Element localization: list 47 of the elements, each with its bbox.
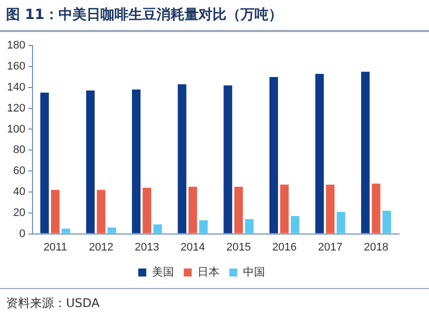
bar [245,219,254,234]
bar [336,212,346,234]
y-tick-label: 40 [13,186,26,198]
y-tick-label: 140 [6,81,26,94]
bar [153,224,162,234]
x-tick-label: 2014 [180,241,206,254]
x-tick-label: 2013 [134,241,160,254]
bar [315,74,324,234]
legend-label: 日本 [197,265,220,278]
y-tick-label: 0 [19,228,26,240]
legend-label: 美国 [152,265,174,278]
chart-title: 图 11：中美日咖啡生豆消耗量对比（万吨） [0,0,429,32]
bar [199,220,208,234]
x-tick-label: 2018 [364,241,388,254]
bar [50,190,60,234]
y-tick-label: 60 [13,165,26,178]
y-tick-label: 160 [6,60,26,73]
bar [290,216,300,234]
bar [96,190,106,234]
x-tick-label: 2015 [226,241,251,254]
bar [108,228,116,234]
bar [280,184,289,234]
y-tick-label: 100 [6,123,26,136]
bar [361,72,370,234]
bar [142,188,152,234]
bar [382,210,392,234]
bar [188,186,198,234]
bar [86,90,95,234]
bar [40,92,49,234]
bar [326,184,335,234]
bar [178,84,186,234]
bar [132,90,141,234]
bar [269,76,278,234]
bar [372,184,380,234]
x-tick-label: 2011 [43,241,68,254]
x-tick-label: 2017 [318,241,342,254]
text: 资料来源：USDA [6,295,100,312]
x-tick-label: 2016 [272,241,297,254]
y-tick-label: 20 [13,206,26,219]
x-tick-label: 2012 [88,241,114,254]
bar [62,228,70,234]
bar [234,186,243,234]
y-tick-label: 120 [6,102,26,114]
legend-label: 中国 [242,265,265,278]
y-tick-label: 80 [13,144,26,156]
bar [224,85,232,234]
y-tick-label: 180 [6,40,26,52]
